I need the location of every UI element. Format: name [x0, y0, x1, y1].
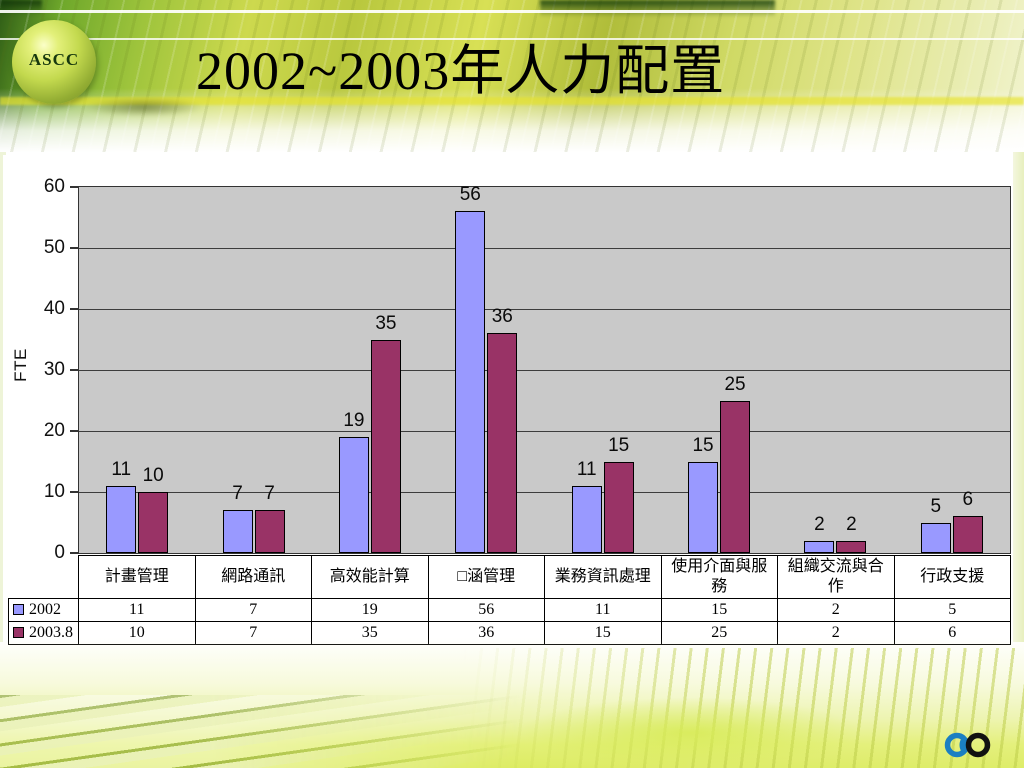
- value-cell: 11: [544, 598, 662, 622]
- bar-2003.8-7: [952, 516, 983, 553]
- y-tick-mark: [70, 430, 78, 432]
- y-tick-mark: [70, 308, 78, 310]
- value-cell: 15: [660, 598, 778, 622]
- ascc-globe-logo: ASCC: [12, 20, 96, 104]
- bar-2003.8-2: [370, 339, 401, 553]
- bar-2002-3: [455, 211, 486, 553]
- bar-value-label: 15: [608, 434, 630, 456]
- category-header-cell: 組織交流與合作: [777, 555, 895, 599]
- footer-green-blob: [520, 698, 860, 768]
- category-header-cell: 使用介面與服務: [660, 555, 778, 599]
- y-tick-mark: [70, 552, 78, 554]
- gridline-10: [79, 491, 1010, 493]
- y-tick-label: 20: [43, 420, 65, 441]
- bar-2003.8-3: [487, 333, 518, 553]
- y-tick-label: 0: [54, 542, 65, 563]
- value-cell: 7: [194, 598, 312, 622]
- legend-swatch: [13, 604, 24, 615]
- legend-cell: 2002: [8, 598, 79, 622]
- bar-2003.8-0: [138, 492, 169, 553]
- gridline-20: [79, 430, 1010, 432]
- gridline-30: [79, 369, 1010, 371]
- bar-2002-7: [920, 522, 951, 553]
- bar-value-label: 5: [930, 495, 942, 517]
- gridline-40: [79, 308, 1010, 310]
- bar-value-label: 2: [846, 513, 857, 535]
- header-yellow-streak: [0, 97, 1024, 105]
- bar-value-label: 7: [264, 483, 275, 505]
- header-background: [0, 0, 1024, 152]
- infinity-icon: [944, 732, 991, 758]
- category-header-cell: 高效能計算: [311, 555, 429, 599]
- y-tick-mark: [70, 491, 78, 493]
- legend-swatch: [13, 627, 24, 638]
- y-tick-mark: [70, 247, 78, 249]
- bar-2002-5: [688, 461, 719, 553]
- bar-value-label: 15: [692, 434, 714, 456]
- bar-value-label: 36: [491, 306, 513, 328]
- y-tick-label: 40: [43, 298, 65, 319]
- bar-2002-4: [571, 485, 602, 553]
- value-cell: 5: [893, 598, 1011, 622]
- right-edge-strip: [1013, 152, 1024, 642]
- header-white-line: [0, 10, 1024, 13]
- bar-2003.8-1: [254, 510, 285, 553]
- bar-value-label: 6: [962, 489, 974, 511]
- plot-area: 0 10 20 30 40 50 60 11 7 19 56 11 15 2 5 10 7 35 36 15 25 2 6: [44, 176, 1011, 563]
- header-dark-patch-center: [540, 0, 775, 17]
- legend-label: 2002: [29, 601, 61, 618]
- bar-value-label: 7: [232, 483, 243, 505]
- category-header-cell: □涵管理: [427, 555, 545, 599]
- footer-stripes-left: [0, 695, 520, 768]
- logo-text: ASCC: [28, 50, 80, 69]
- value-cell: 56: [427, 598, 545, 622]
- bar-2003.8-6: [836, 540, 867, 553]
- category-header-cell: 網路通訊: [194, 555, 312, 599]
- bar-value-label: 2: [814, 513, 825, 535]
- bar-2003.8-5: [720, 400, 751, 553]
- bar-2003.8-4: [603, 461, 634, 553]
- bar-2002-6: [804, 540, 835, 553]
- y-tick-label: 60: [43, 176, 65, 197]
- y-tick-label: 10: [43, 481, 65, 502]
- y-tick-mark: [70, 186, 78, 188]
- footer-background: [0, 638, 1024, 768]
- y-tick-mark: [70, 369, 78, 371]
- bar-value-label: 10: [142, 465, 164, 486]
- value-cell: 19: [311, 598, 429, 622]
- y-tick-label: 30: [43, 359, 65, 380]
- value-cell: 11: [78, 598, 196, 622]
- bar-value-label: 25: [724, 373, 746, 395]
- y-tick-label: 50: [43, 237, 65, 258]
- bar-value-label: 11: [576, 458, 597, 480]
- bar-2002-1: [222, 510, 253, 553]
- logo-shadow: [84, 97, 204, 117]
- legend-label: 2003.8: [29, 624, 73, 641]
- header-white-line: [0, 38, 1024, 40]
- value-cell: 2: [777, 598, 895, 622]
- gridline-50: [79, 247, 1010, 249]
- bar-2002-0: [106, 485, 137, 553]
- slide-title: 2002~2003年人力配置: [196, 41, 726, 101]
- bar-value-label: 35: [375, 312, 397, 334]
- bar-value-label: 19: [343, 410, 365, 432]
- bar-value-label: 56: [459, 184, 481, 206]
- table-header-row: 計畫管理 網路通訊 高效能計算 □涵管理 業務資訊處理 使用介面與服務 組織交流與合作 行政支…: [9, 555, 1011, 599]
- category-header-cell: 業務資訊處理: [544, 555, 662, 599]
- data-table: 計畫管理 網路通訊 高效能計算 □涵管理 業務資訊處理 使用介面與服務 組織交流與合作 行政支…: [8, 555, 1011, 645]
- table-corner-cell: [9, 556, 79, 599]
- bar-value-label: 11: [111, 458, 132, 480]
- bar-2002-2: [338, 437, 369, 553]
- series-row-2002: 2002 11 7 19 56 11 15 2 5: [8, 598, 1011, 622]
- category-header-cell: 計畫管理: [78, 555, 196, 599]
- category-header-cell: 行政支援: [893, 555, 1011, 599]
- chart-panel: FTE 0 10 20 30 40 50 60 11 7 19 56 11 15 2 5 10 7 35 36 15 2…: [3, 155, 1013, 652]
